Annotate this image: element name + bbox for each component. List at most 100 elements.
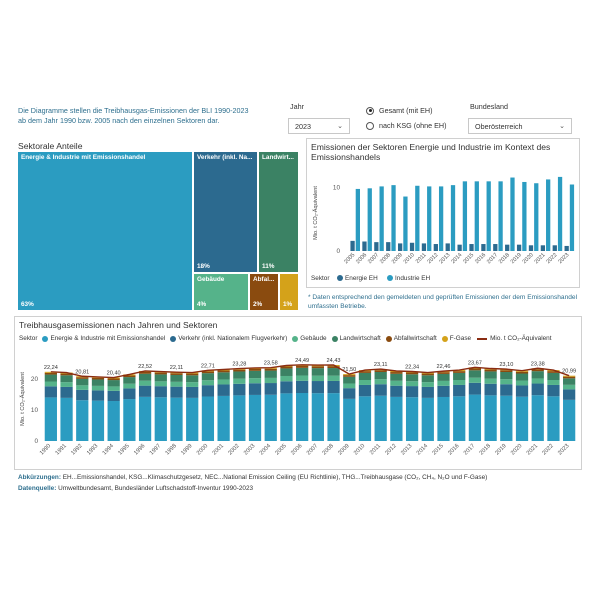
thg-bar-segment: [484, 383, 497, 396]
thg-bar-segment: [44, 374, 57, 382]
thg-bar-segment: [154, 374, 167, 382]
radio-gesamt[interactable]: Gesamt (mit EH): [366, 106, 433, 115]
thg-bar-segment: [76, 377, 89, 379]
thg-bar-segment: [311, 381, 324, 394]
thg-total-label: 22,24: [44, 365, 58, 371]
treemap-tile-verkehr[interactable]: Verkehr (inkl. Na... 18%: [194, 152, 257, 272]
treemap-tile-landwirtschaft[interactable]: Landwirt... 11%: [259, 152, 298, 272]
thg-bar-segment: [437, 372, 450, 374]
thg-x-tick-label: 2010: [353, 443, 366, 456]
thg-bar-segment: [327, 380, 340, 394]
thg-bar-segment: [107, 386, 120, 391]
abbreviations-text: EH...Emissionshandel, KSG...Klimaschutzg…: [62, 474, 488, 481]
thg-total-label: 23,11: [374, 362, 388, 368]
year-dropdown[interactable]: 2023 ⌄: [288, 118, 350, 134]
legend-dot: [331, 335, 338, 342]
thg-bar-segment: [468, 370, 482, 378]
eh-legend-label: Energie EH: [345, 275, 378, 282]
thg-bar-segment: [170, 374, 183, 382]
thg-bar-segment: [201, 396, 215, 441]
thg-total-label: 23,28: [232, 362, 246, 368]
thg-x-tick-label: 2023: [557, 443, 570, 456]
thg-bar-segment: [233, 383, 246, 396]
radio-ksg[interactable]: nach KSG (ohne EH): [366, 121, 447, 130]
legend-label: Verkehr (inkl. Nationalem Flugverkehr): [178, 335, 288, 342]
thg-bar-segment: [91, 377, 105, 380]
legend-label: Mio. t CO₂-Äquivalent: [490, 335, 552, 342]
treemap-tile-gebaeude[interactable]: Gebäude 4%: [194, 274, 248, 310]
thg-bar-segment: [515, 371, 529, 374]
eh-x-tick-label: 2012: [427, 252, 440, 265]
thg-bar-segment: [453, 396, 466, 441]
thg-bar-segment: [515, 373, 529, 381]
thg-bar-segment: [547, 372, 560, 380]
treemap-tile-energie-industrie[interactable]: Energie & Industrie mit Emissionshandel …: [18, 152, 192, 310]
eh-chart-title: Emissionen der Sektoren Energie und Indu…: [311, 142, 551, 162]
thg-x-tick-label: 1994: [102, 443, 116, 457]
thg-bar-segment: [233, 371, 246, 379]
thg-bar-segment: [138, 396, 152, 441]
eh-x-tick-label: 2006: [355, 252, 368, 265]
eh-bar: [546, 179, 551, 251]
legend-label: F-Gase: [449, 335, 472, 342]
thg-bar-segment: [327, 366, 340, 369]
thg-bar-segment: [154, 372, 167, 375]
thg-bar-segment: [343, 383, 356, 389]
treemap: Energie & Industrie mit Emissionshandel …: [18, 152, 298, 310]
thg-y-tick-label: 10: [31, 407, 39, 414]
thg-x-tick-label: 2012: [384, 443, 397, 456]
thg-bar-segment: [107, 378, 120, 381]
thg-x-tick-label: 2003: [243, 443, 256, 456]
thg-bar-segment: [91, 385, 105, 391]
thg-bar-segment: [264, 368, 277, 371]
thg-bar-segment: [531, 395, 544, 441]
thg-bar-segment: [421, 373, 434, 376]
thg-bar-segment: [170, 397, 183, 441]
eh-x-tick-label: 2018: [498, 252, 511, 265]
abbreviations-label: Abkürzungen:: [18, 474, 61, 481]
treemap-tile-pct: 63%: [21, 301, 34, 308]
thg-x-tick-label: 1995: [117, 443, 130, 456]
thg-y-tick-label: 0: [34, 438, 38, 445]
thg-bar-segment: [186, 382, 199, 387]
thg-bar-segment: [468, 377, 482, 383]
thg-bar-segment: [421, 397, 434, 441]
state-dropdown[interactable]: Oberösterreich ⌄: [468, 118, 572, 134]
treemap-tile-abfall[interactable]: Abfal... 2%: [250, 274, 278, 310]
intro-line-1: Die Diagramme stellen die Treibhausgas-E…: [18, 106, 249, 115]
thg-bar-segment: [186, 386, 199, 398]
thg-bar-segment: [44, 381, 57, 387]
thg-bar-segment: [390, 385, 403, 397]
thg-bar-segment: [563, 378, 576, 385]
radio-ksg-label: nach KSG (ohne EH): [379, 121, 447, 130]
eh-bar: [374, 242, 379, 251]
thg-bar-segment: [248, 370, 262, 379]
eh-x-tick-label: 2021: [534, 252, 547, 265]
thg-bar-segment: [421, 382, 434, 387]
treemap-tile-pct: 4%: [197, 301, 207, 308]
eh-y-tick-label: 0: [336, 248, 340, 255]
thg-bar-segment: [280, 368, 293, 376]
thg-bar-segment: [500, 370, 513, 373]
eh-chart-footnote: * Daten entsprechend den gemeldeten und …: [308, 293, 588, 311]
thg-bar-segment: [453, 371, 466, 373]
thg-bar-segment: [374, 395, 387, 441]
thg-x-tick-label: 2006: [290, 443, 303, 456]
eh-x-tick-label: 2023: [557, 252, 570, 265]
thg-bar-segment: [44, 397, 57, 441]
thg-bar-segment: [421, 386, 434, 398]
eh-bar: [522, 181, 527, 251]
thg-x-tick-label: 2011: [369, 443, 382, 456]
thg-bar-segment: [60, 397, 73, 441]
thg-bar-segment: [138, 380, 152, 386]
thg-bar-segment: [343, 376, 356, 384]
footnote-line-1: * Daten entsprechend den gemeldeten und …: [308, 294, 578, 301]
thg-x-tick-label: 2022: [541, 443, 554, 456]
treemap-tile-fgase[interactable]: 1%: [280, 274, 298, 310]
eh-bar: [433, 244, 438, 251]
thg-bar-segment: [390, 380, 403, 386]
thg-bar-segment: [515, 380, 529, 386]
thg-bar-segment: [123, 383, 136, 389]
thg-x-tick-label: 1997: [149, 443, 162, 456]
thg-bar-segment: [343, 375, 356, 377]
